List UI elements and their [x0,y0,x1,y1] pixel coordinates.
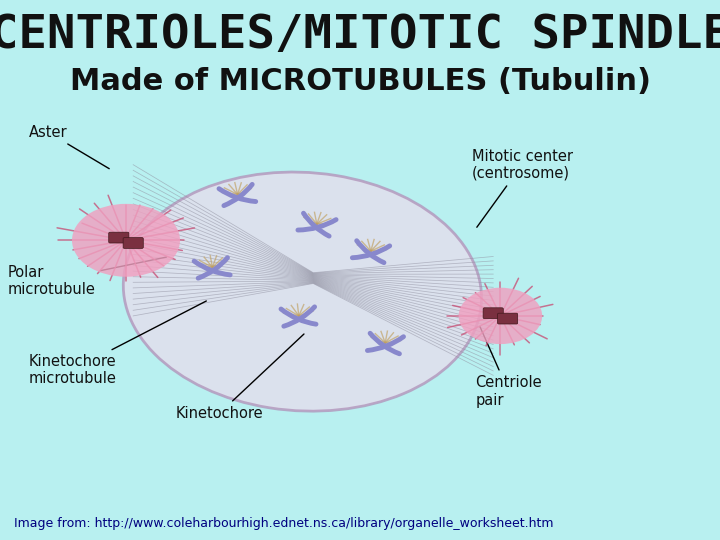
FancyBboxPatch shape [498,313,518,324]
Text: Kinetochore: Kinetochore [176,334,304,421]
Text: Kinetochore
microtubule: Kinetochore microtubule [29,301,207,386]
Text: Made of MICROTUBULES (Tubulin): Made of MICROTUBULES (Tubulin) [70,68,650,97]
Text: CENTRIOLES/MITOTIC SPINDLE: CENTRIOLES/MITOTIC SPINDLE [0,14,720,58]
Text: Aster: Aster [29,125,109,168]
Text: Polar
microtubule: Polar microtubule [7,257,166,297]
Ellipse shape [72,204,180,276]
Text: Image from: http://www.coleharbourhigh.ednet.ns.ca/library/organelle_worksheet.h: Image from: http://www.coleharbourhigh.e… [14,517,554,530]
FancyBboxPatch shape [123,238,143,248]
Text: Mitotic center
(centrosome): Mitotic center (centrosome) [472,148,572,227]
FancyBboxPatch shape [483,308,503,319]
Ellipse shape [459,288,542,344]
FancyBboxPatch shape [109,232,129,243]
Text: Centriole
pair: Centriole pair [475,327,542,408]
Ellipse shape [123,172,482,411]
